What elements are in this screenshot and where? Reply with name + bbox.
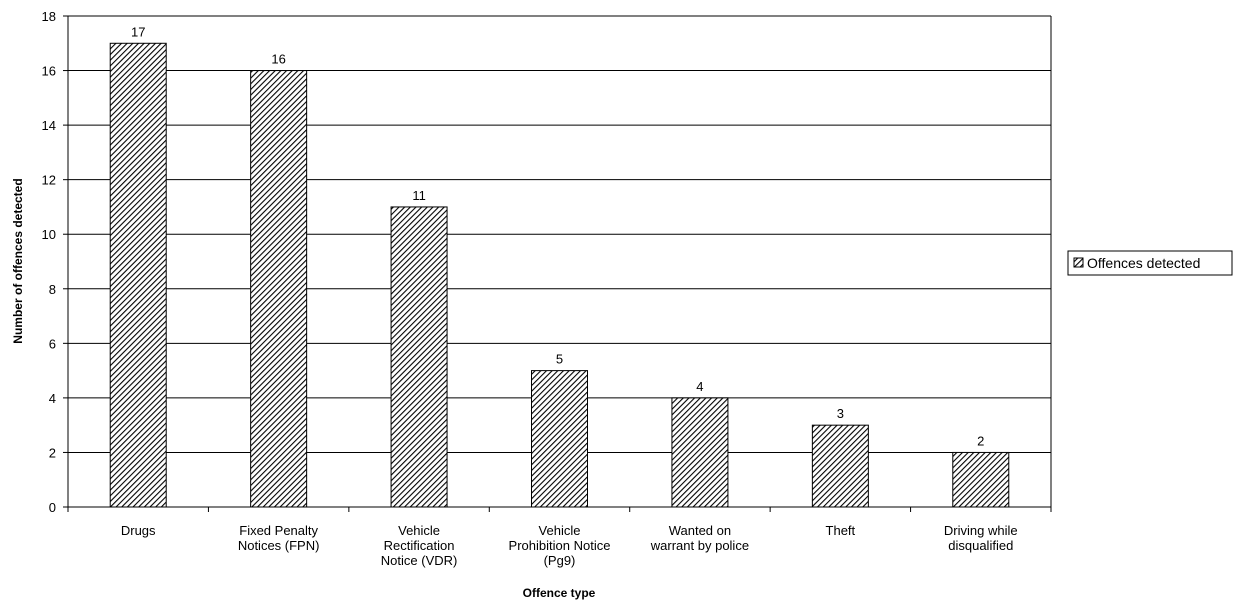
bar (109, 42, 167, 508)
x-tick-label: Theft (826, 523, 856, 538)
x-tick-label: Vehicle Prohibition Notice (Pg9) (509, 523, 611, 568)
bar (952, 451, 1010, 508)
x-axis-ticks: Drugs Fixed Penalty Notices (FPN) Vehicle Re… (67, 507, 1052, 568)
y-tick-label: 4 (49, 391, 56, 406)
y-tick-label: 0 (49, 500, 56, 515)
data-label: 3 (837, 406, 844, 421)
data-label: 5 (556, 352, 563, 367)
bars (109, 42, 1010, 508)
x-tick-label: Drugs (121, 523, 156, 538)
y-tick-label: 8 (49, 282, 56, 297)
data-label: 11 (412, 188, 426, 203)
x-tick-label: Vehicle Rectification Notice (VDR) (381, 523, 458, 568)
y-tick-label: 10 (42, 227, 56, 242)
y-tick-label: 14 (42, 118, 56, 133)
y-tick-label: 2 (49, 445, 56, 460)
y-axis-title: Number of offences detected (11, 178, 25, 343)
bar (390, 206, 448, 508)
bar (531, 370, 588, 508)
data-label: 16 (271, 52, 285, 67)
data-label: 2 (977, 433, 984, 448)
y-tick-label: 18 (42, 9, 56, 24)
bar (671, 397, 729, 508)
bar (250, 70, 308, 508)
y-tick-label: 12 (42, 173, 56, 188)
gridlines (68, 15, 1051, 453)
data-label: 4 (696, 379, 703, 394)
legend-swatch (1073, 257, 1084, 268)
y-tick-label: 6 (49, 336, 56, 351)
x-tick-label: Fixed Penalty Notices (FPN) (238, 523, 320, 553)
legend-box (1067, 250, 1233, 276)
data-labels: 17 16 11 5 4 3 2 (131, 24, 984, 448)
bar (811, 424, 869, 508)
y-tick-label: 16 (42, 64, 56, 79)
legend: Offences detected (1067, 250, 1233, 276)
y-axis-ticks: 0 2 4 6 8 10 12 14 16 18 (42, 9, 68, 515)
legend-label: Offences detected (1087, 255, 1200, 271)
data-label: 17 (131, 24, 145, 39)
x-axis-title: Offence type (523, 586, 596, 600)
x-tick-label: Wanted on warrant by police (650, 523, 749, 553)
x-tick-label: Driving while disqualified (944, 523, 1018, 553)
